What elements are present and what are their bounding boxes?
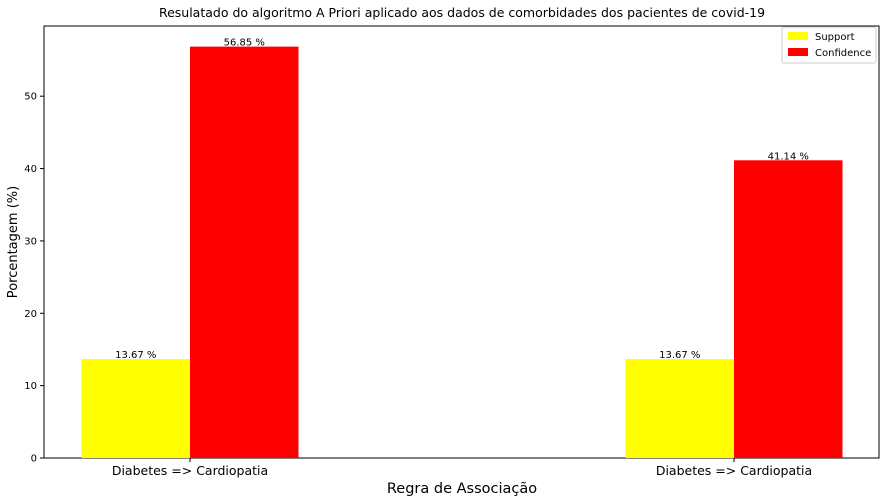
y-tick-label-20: 20 [24,309,37,320]
plot-area: 13.67 % 13.67 % 56.85 % 41.14 % 0 10 20 30 40 50… [24,25,880,478]
plot-frame [43,25,880,459]
data-labels-group: 13.67 % 13.67 % 56.85 % 41.14 % [115,38,809,361]
y-tick-label-30: 30 [24,236,37,247]
bar-support-0 [81,359,190,458]
legend-items: Support Confidence [788,32,871,59]
data-label-confidence-0: 56.85 % [224,38,265,49]
legend-swatch-support [788,32,808,40]
x-tick-label-0: Diabetes => Cardiopatia [112,463,268,478]
bar-confidence-1 [734,160,843,458]
chart-title: Resulatado do algoritmo A Priori aplicad… [159,5,765,20]
y-tick-label-40: 40 [24,164,37,175]
y-axis-label: Porcentagem (%) [6,186,21,298]
y-tick-label-10: 10 [24,381,37,392]
y-tick-label-50: 50 [24,92,37,103]
data-label-confidence-1: 41.14 % [768,151,809,162]
y-axis-ticks: 0 10 20 30 40 50 [24,92,44,465]
data-label-support-0: 13.67 % [115,350,156,361]
data-label-support-1: 13.67 % [659,350,700,361]
x-axis-label: Regra de Associação [387,481,537,497]
bar-confidence-0 [190,46,299,459]
bars-group [81,46,843,459]
legend: Support Confidence [781,26,877,64]
x-axis-ticks: Diabetes => Cardiopatia Diabetes => Cardi… [112,458,812,478]
x-tick-label-1: Diabetes => Cardiopatia [656,463,812,478]
bar-support-1 [625,359,734,458]
legend-swatch-confidence [788,48,808,56]
y-tick-label-0: 0 [31,454,37,465]
legend-label-confidence: Confidence [815,48,871,59]
legend-label-support: Support [815,32,855,43]
